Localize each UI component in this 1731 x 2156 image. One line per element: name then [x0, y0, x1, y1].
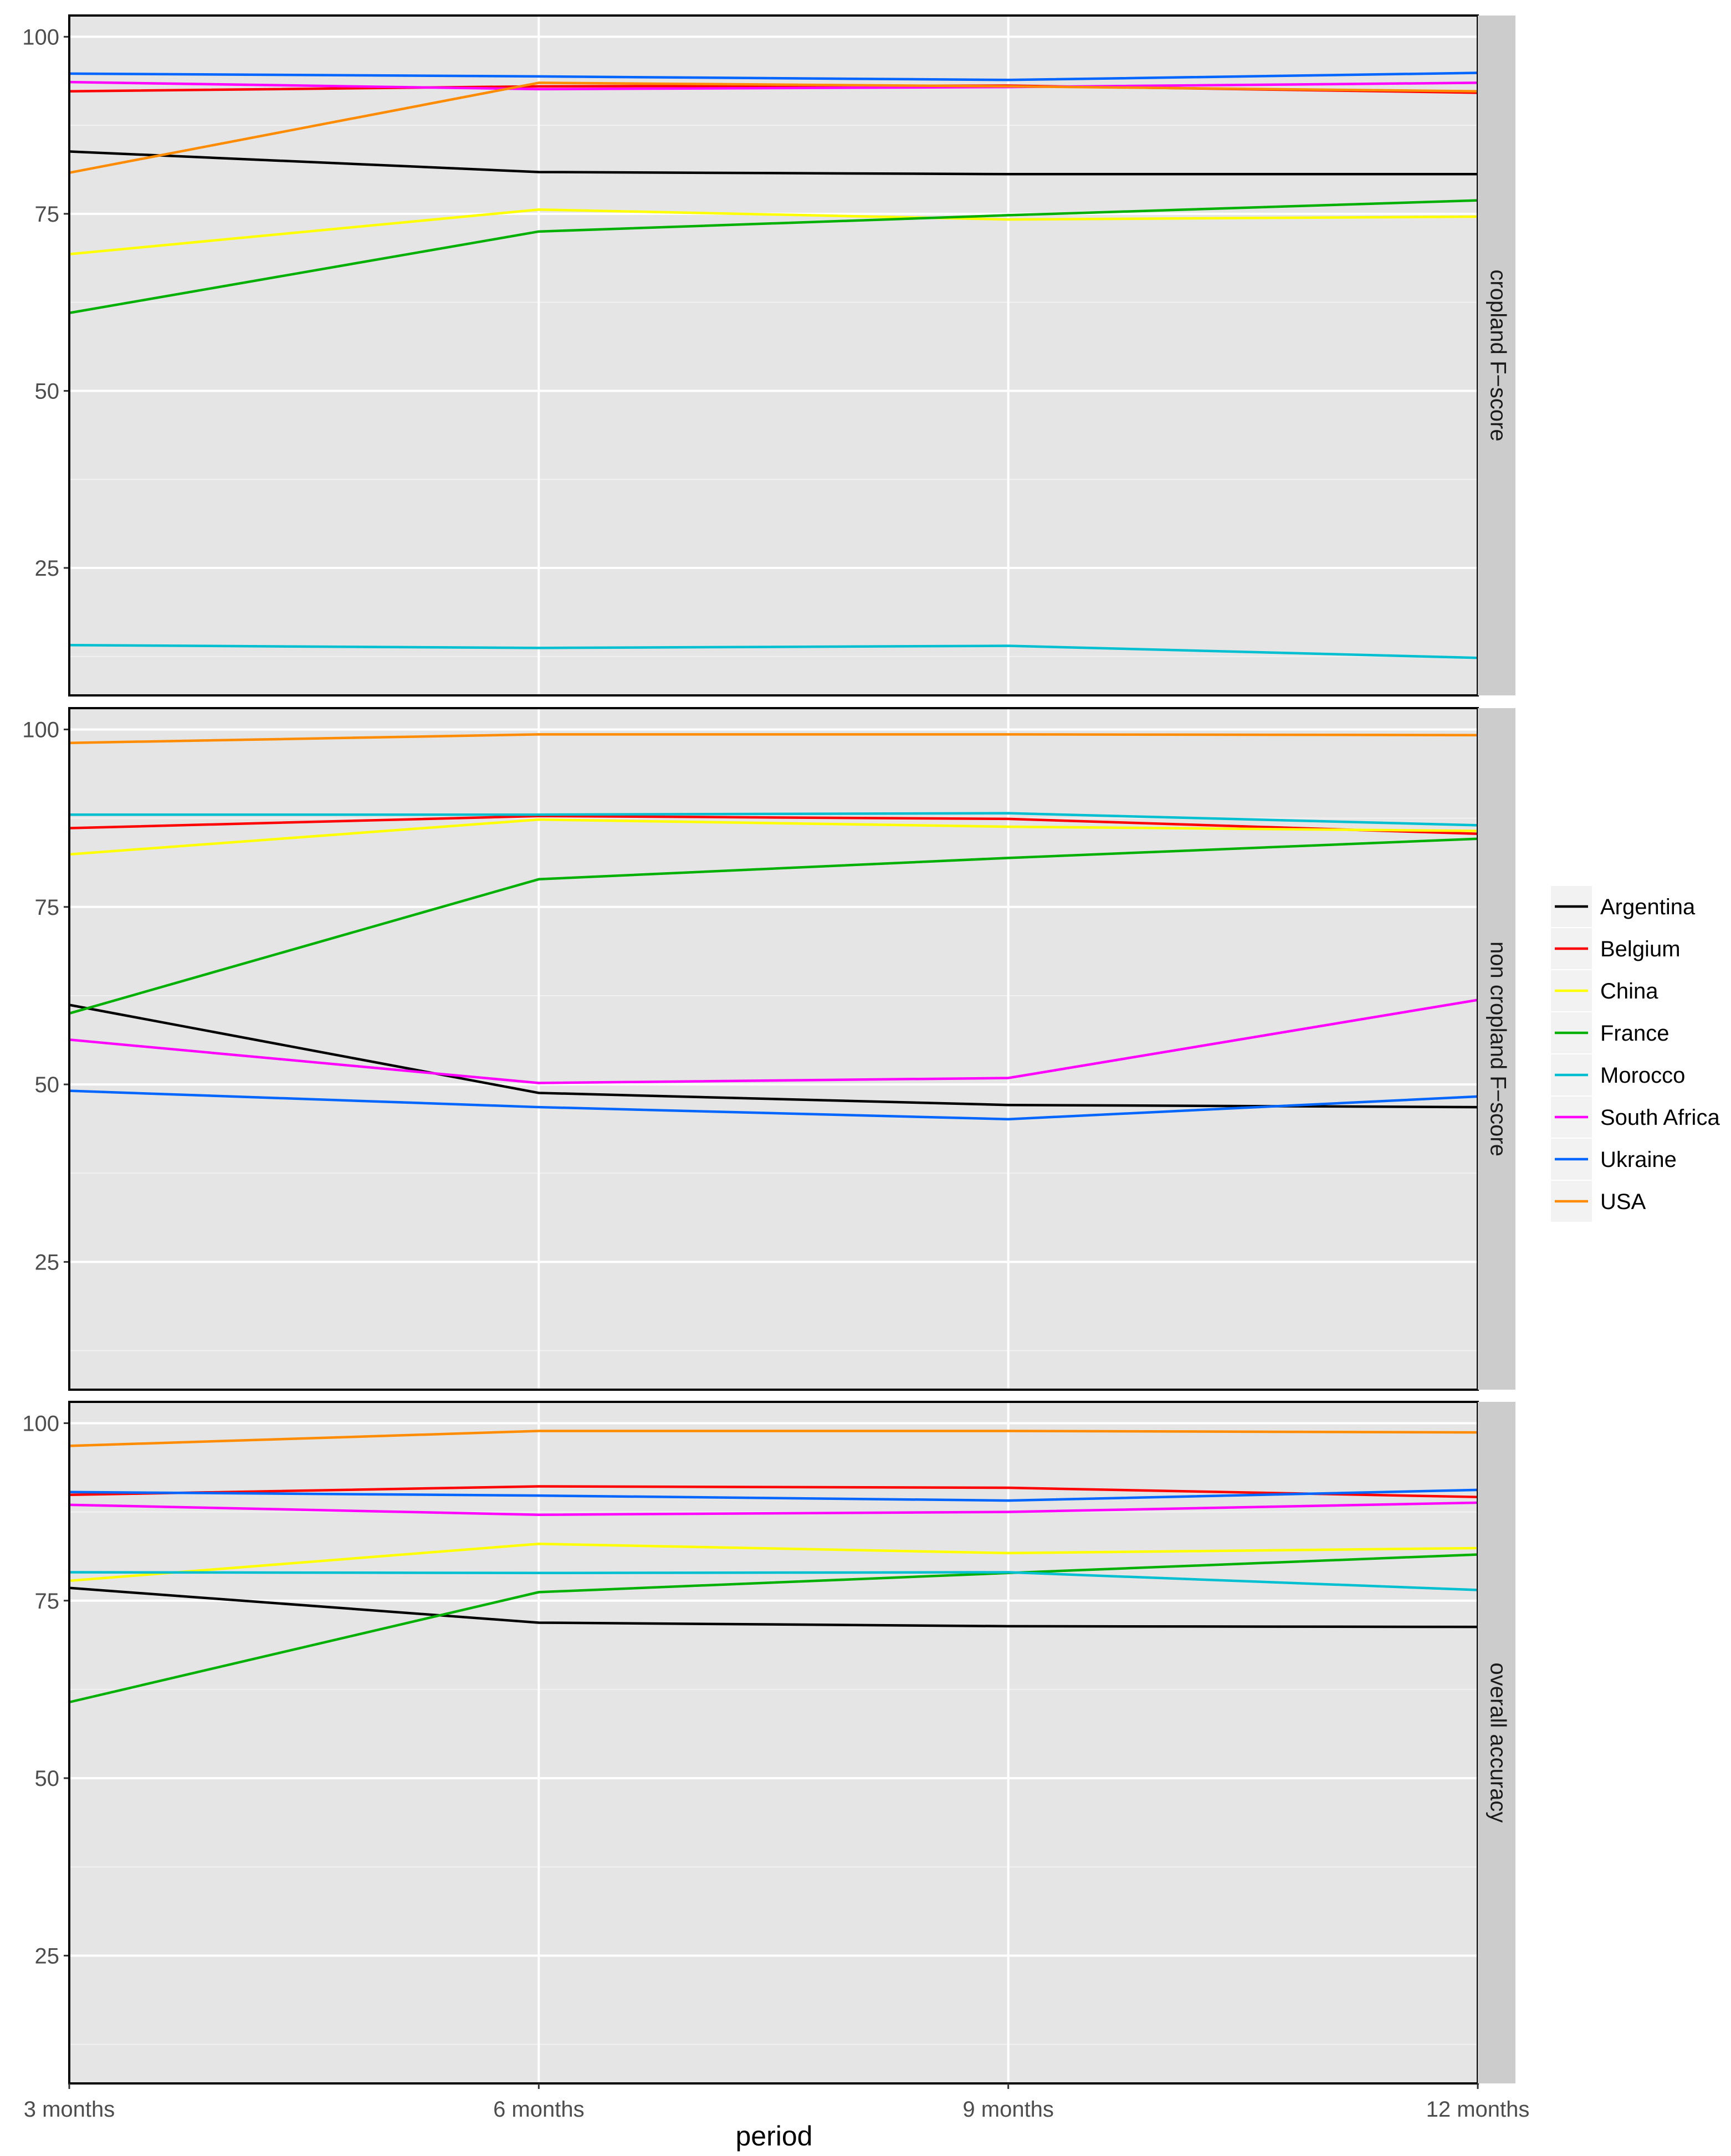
legend-item: South Africa: [1550, 1095, 1720, 1139]
legend-label: Argentina: [1600, 895, 1696, 919]
series-line-china: [69, 208, 1478, 255]
x-tick-label: 6 months: [493, 2097, 585, 2122]
panel-background: [69, 16, 1478, 695]
series-line-belgium: [69, 815, 1478, 836]
panel-background: [69, 708, 1478, 1390]
series-line-morocco: [69, 644, 1478, 659]
series-line-usa: [69, 1430, 1478, 1447]
series-line-south-africa: [69, 1501, 1478, 1516]
series-line-argentina: [69, 1586, 1478, 1628]
x-axis-title: period: [736, 2121, 813, 2152]
facet-strip: [1478, 1402, 1515, 2083]
series-line-ukraine: [69, 1488, 1478, 1502]
series-line-usa: [69, 81, 1478, 174]
legend-label: Morocco: [1600, 1063, 1685, 1088]
series-line-france: [69, 1553, 1478, 1704]
series-line-ukraine: [69, 1089, 1478, 1121]
series-line-argentina: [69, 1003, 1478, 1109]
chart-panels: 25 50 75 100 cropland F−score 25 50 75 100 non cr…: [22, 14, 1515, 2085]
facet-strip-label: overall accuracy: [1486, 1662, 1510, 1822]
legend-item: China: [1550, 969, 1658, 1012]
y-tick-label: 75: [35, 895, 60, 920]
legend-item: Morocco: [1550, 1053, 1685, 1097]
legend-label: Belgium: [1600, 937, 1681, 961]
legend-label: Ukraine: [1600, 1148, 1677, 1172]
series-line-china: [69, 1543, 1478, 1583]
series-line-south-africa: [69, 80, 1478, 91]
facet-strip: [1478, 16, 1515, 695]
y-tick-label: 25: [35, 1944, 60, 1968]
y-tick-label: 50: [35, 1766, 60, 1791]
facet-strip-label: non cropland F−score: [1486, 941, 1510, 1156]
y-tick-label: 25: [35, 556, 60, 581]
series-line-china: [69, 818, 1478, 856]
series-line-argentina: [69, 150, 1478, 176]
panel-3: 25 50 75 100 overall accuracy: [22, 1401, 1515, 2085]
y-tick-label: 100: [22, 25, 59, 49]
legend-item: USA: [1550, 1180, 1646, 1223]
legend-item: Ukraine: [1550, 1138, 1677, 1181]
legend-item: Belgium: [1550, 927, 1681, 970]
series-line-usa: [69, 733, 1478, 745]
facet-strip: [1478, 708, 1515, 1390]
series-line-france: [69, 199, 1478, 315]
x-tick-label: 9 months: [962, 2097, 1054, 2122]
y-tick-label: 75: [35, 202, 60, 227]
y-tick-label: 50: [35, 1073, 60, 1097]
series-line-belgium: [69, 1485, 1478, 1498]
legend-item: France: [1550, 1011, 1669, 1054]
panel-background: [69, 1402, 1478, 2083]
y-tick-label: 75: [35, 1589, 60, 1614]
series-line-south-africa: [69, 998, 1478, 1084]
facet-strip-label: cropland F−score: [1486, 269, 1510, 441]
panel-1: 25 50 75 100 cropland F−score: [22, 14, 1515, 697]
x-tick-label: 3 months: [24, 2097, 115, 2122]
legend-label: USA: [1600, 1190, 1646, 1214]
series-line-ukraine: [69, 71, 1478, 81]
legend: Argentina Belgium China France Morocco South …: [1550, 885, 1720, 1223]
panel-2: 25 50 75 100 non cropland F−score: [22, 707, 1515, 1391]
x-tick-label: 12 months: [1426, 2097, 1530, 2122]
legend-label: China: [1600, 979, 1658, 1003]
legend-label: France: [1600, 1021, 1669, 1046]
y-tick-label: 25: [35, 1250, 60, 1274]
x-axis: 3 months 6 months 9 months 12 months: [24, 2083, 1530, 2122]
y-tick-label: 100: [22, 1411, 59, 1436]
y-tick-label: 100: [22, 718, 59, 742]
y-tick-label: 50: [35, 379, 60, 403]
series-line-morocco: [69, 812, 1478, 827]
series-line-morocco: [69, 1571, 1478, 1591]
series-line-france: [69, 837, 1478, 1015]
legend-item: Argentina: [1550, 885, 1696, 928]
legend-label: South Africa: [1600, 1105, 1720, 1130]
